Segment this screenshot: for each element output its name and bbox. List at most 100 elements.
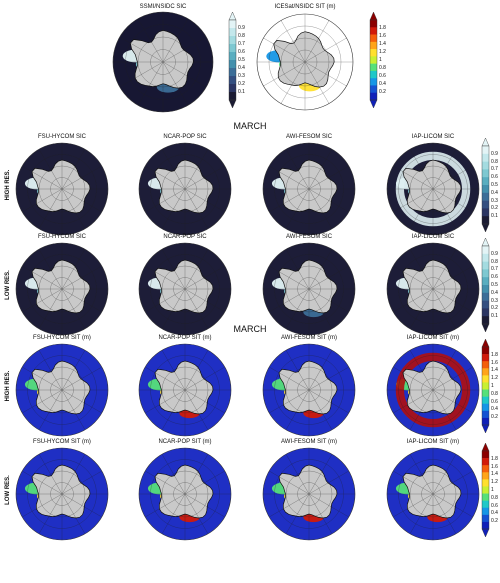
- colorbar-swatch: [482, 521, 489, 530]
- colorbar-tick-label: 0.1: [238, 89, 245, 95]
- colorbar-swatch: [482, 169, 489, 178]
- panel-title: AWI-FESOM SIC: [285, 134, 333, 140]
- colorbar-tick-label: 1.4: [491, 471, 498, 478]
- colorbar-swatch: [229, 60, 236, 69]
- colorbar-swatch: [482, 500, 489, 509]
- colorbar-tick-label: 0.8: [491, 158, 498, 165]
- panel-title: IAP-LICOM SIC: [411, 234, 455, 240]
- colorbar-swatch: [482, 493, 489, 501]
- panel-title: AWI-FESOM SIT (m): [281, 439, 337, 445]
- colorbar-tick-label: 0.2: [491, 305, 498, 312]
- panel-title: NCAR-POP SIT (m): [158, 439, 212, 445]
- colorbar-swatch: [482, 316, 489, 325]
- panel-title: NCAR-POP SIC: [163, 134, 207, 140]
- colorbar-tick-label: 0.2: [491, 205, 498, 212]
- panel-title: IAP-LICOM SIC: [411, 134, 455, 140]
- polar-map: [262, 242, 356, 336]
- polar-map: [386, 242, 480, 336]
- colorbar-tick-label: 0.8: [491, 390, 498, 397]
- colorbar-swatch: [482, 261, 489, 270]
- colorbar-tick-label: 0.6: [491, 174, 498, 181]
- colorbar-top-arrow: [369, 11, 378, 21]
- polar-map: [386, 142, 480, 236]
- panel-title: NCAR-POP SIC: [163, 234, 207, 240]
- colorbar-tick-label: 1.6: [491, 359, 498, 366]
- polar-map: [262, 447, 356, 541]
- colorbar-bottom-arrow: [481, 223, 490, 233]
- colorbar-tick-label: 1.8: [379, 25, 386, 31]
- colorbar-tick-label: 0.8: [238, 33, 245, 39]
- colorbar-top-arrow: [481, 237, 490, 247]
- colorbar-swatch: [482, 396, 489, 405]
- colorbar-swatch: [482, 451, 489, 459]
- colorbar-tick-label: 0.8: [491, 494, 498, 501]
- colorbar-swatch: [370, 41, 377, 50]
- colorbar-tick-label: 1.2: [379, 49, 386, 55]
- panel-title: NCAR-POP SIT (m): [158, 335, 212, 341]
- colorbar-swatch: [482, 375, 489, 383]
- colorbar-tick-label: 0.3: [491, 197, 498, 204]
- colorbar-tick-label: 0.7: [238, 41, 245, 47]
- colorbar-swatch: [482, 200, 489, 209]
- colorbar-tick-label: 0.1: [491, 213, 498, 220]
- graticule: [387, 448, 479, 540]
- colorbar-swatch: [370, 78, 377, 86]
- graticule: [257, 14, 353, 110]
- colorbar-swatch: [482, 410, 489, 419]
- colorbar-swatch: [229, 68, 236, 77]
- colorbar-swatch: [482, 507, 489, 516]
- colorbar-tick-label: 1.8: [491, 455, 498, 462]
- panel-title: IAP-LICOM SIT (m): [406, 335, 460, 341]
- colorbar-swatch: [482, 382, 489, 390]
- graticule: [263, 448, 355, 540]
- colorbar-tick-label: 0.6: [238, 49, 245, 55]
- polar-map: [256, 13, 354, 111]
- graticule: [387, 143, 479, 235]
- colorbar-swatch: [482, 253, 489, 262]
- colorbar-tick-label: 0.4: [491, 189, 498, 196]
- sic-colorbar: [481, 137, 490, 233]
- colorbar-swatch: [482, 479, 489, 487]
- colorbar-bottom-arrow: [481, 323, 490, 333]
- colorbar-tick-label: 1.2: [491, 375, 498, 382]
- colorbar-tick-label: 1.4: [379, 41, 386, 47]
- colorbar-swatch: [370, 20, 377, 28]
- colorbar-tick-label: 1.6: [491, 463, 498, 470]
- colorbar-tick-label: 0.2: [379, 89, 386, 95]
- colorbar-swatch: [482, 153, 489, 162]
- colorbar-tick-label: 1: [379, 57, 382, 63]
- polar-map: [138, 447, 232, 541]
- sit-colorbar: [369, 11, 378, 109]
- colorbar-swatch: [482, 246, 489, 255]
- colorbar-swatch: [370, 70, 377, 79]
- colorbar-swatch: [482, 403, 489, 412]
- colorbar-swatch: [370, 85, 377, 94]
- polar-map: [386, 343, 480, 437]
- colorbar-tick-label: 1.6: [379, 33, 386, 39]
- colorbar-bottom-arrow: [481, 528, 490, 538]
- panel-title: AWI-FESOM SIC: [285, 234, 333, 240]
- colorbar-swatch: [482, 361, 489, 369]
- colorbar-bottom-arrow: [369, 99, 378, 109]
- colorbar-swatch: [229, 76, 236, 85]
- sit-colorbar: [481, 338, 490, 434]
- colorbar-swatch: [482, 389, 489, 397]
- colorbar-bottom-arrow: [481, 424, 490, 434]
- colorbar-tick-label: 0.8: [491, 258, 498, 265]
- panel-title: ICESat/NSIDC SIT (m): [274, 4, 336, 10]
- colorbar-tick-label: 0.6: [379, 73, 386, 79]
- sit-colorbar: [481, 442, 490, 538]
- colorbar-tick-label: 0.2: [491, 518, 498, 525]
- polar-map: [15, 242, 109, 336]
- panel-title: SSMI/NSIDC SIC: [139, 4, 187, 10]
- graticule: [139, 243, 231, 335]
- colorbar-tick-label: 0.3: [238, 73, 245, 79]
- sic-colorbar: [228, 11, 237, 109]
- panel-title: IAP-LICOM SIT (m): [406, 439, 460, 445]
- colorbar-tick-label: 0.5: [238, 57, 245, 63]
- polar-map: [15, 447, 109, 541]
- panel-title: AWI-FESOM SIT (m): [281, 335, 337, 341]
- colorbar-swatch: [229, 28, 236, 37]
- colorbar-swatch: [482, 308, 489, 317]
- colorbar-tick-label: 0.9: [491, 150, 498, 157]
